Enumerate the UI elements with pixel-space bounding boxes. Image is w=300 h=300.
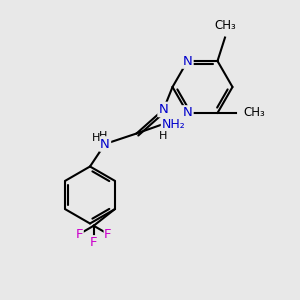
Text: H: H — [92, 133, 100, 143]
Text: N: N — [100, 137, 110, 151]
Text: N: N — [183, 55, 192, 68]
Text: CH₃: CH₃ — [243, 106, 265, 119]
Text: F: F — [76, 227, 83, 241]
Text: H: H — [99, 131, 108, 141]
Text: NH₂: NH₂ — [162, 118, 186, 131]
Text: N: N — [159, 103, 168, 116]
Text: N: N — [183, 106, 192, 119]
Text: F: F — [90, 236, 98, 249]
Text: CH₃: CH₃ — [214, 19, 236, 32]
Text: F: F — [104, 227, 112, 241]
Text: H: H — [159, 130, 168, 140]
